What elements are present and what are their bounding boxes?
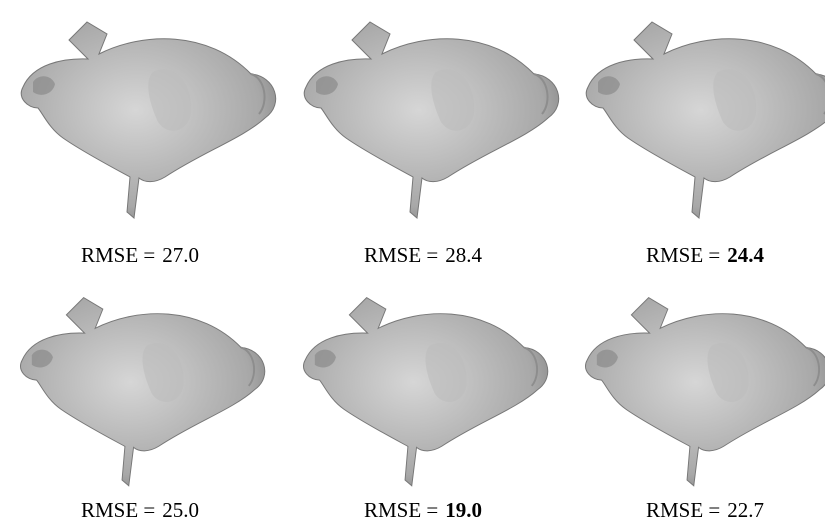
bunny-render xyxy=(19,296,266,487)
caption-label: RMSE = xyxy=(81,498,155,522)
caption: RMSE = 19.0 xyxy=(364,498,482,522)
caption-label: RMSE = xyxy=(364,243,438,267)
caption-label: RMSE = xyxy=(81,243,155,267)
caption-value: 19.0 xyxy=(445,498,482,522)
caption: RMSE = 22.7 xyxy=(646,498,764,522)
caption: RMSE = 24.4 xyxy=(646,243,765,267)
caption: RMSE = 28.4 xyxy=(364,243,483,267)
bunny-render xyxy=(585,21,825,219)
bunny-render xyxy=(302,296,549,487)
panel: RMSE = 25.0 xyxy=(19,296,266,522)
panel: RMSE = 27.0 xyxy=(20,21,277,267)
caption-value: 22.7 xyxy=(727,498,764,522)
caption: RMSE = 25.0 xyxy=(81,498,199,522)
panel-grid: RMSE = 27.0 RMSE = 28.4 RMSE = 24.4 RMSE = 25.0… xyxy=(19,21,825,522)
caption-label: RMSE = xyxy=(364,498,438,522)
caption-label: RMSE = xyxy=(646,243,720,267)
panel: RMSE = 22.7 xyxy=(584,296,825,522)
panel: RMSE = 24.4 xyxy=(585,21,825,267)
panel: RMSE = 19.0 xyxy=(302,296,549,522)
caption-value: 28.4 xyxy=(445,243,482,267)
bunny-render xyxy=(584,296,825,487)
caption-label: RMSE = xyxy=(646,498,720,522)
panel: RMSE = 28.4 xyxy=(303,21,560,267)
bunny-render xyxy=(303,21,560,219)
caption-value: 27.0 xyxy=(162,243,199,267)
bunny-render xyxy=(20,21,277,219)
caption: RMSE = 27.0 xyxy=(81,243,199,267)
caption-value: 24.4 xyxy=(727,243,764,267)
caption-value: 25.0 xyxy=(162,498,199,522)
